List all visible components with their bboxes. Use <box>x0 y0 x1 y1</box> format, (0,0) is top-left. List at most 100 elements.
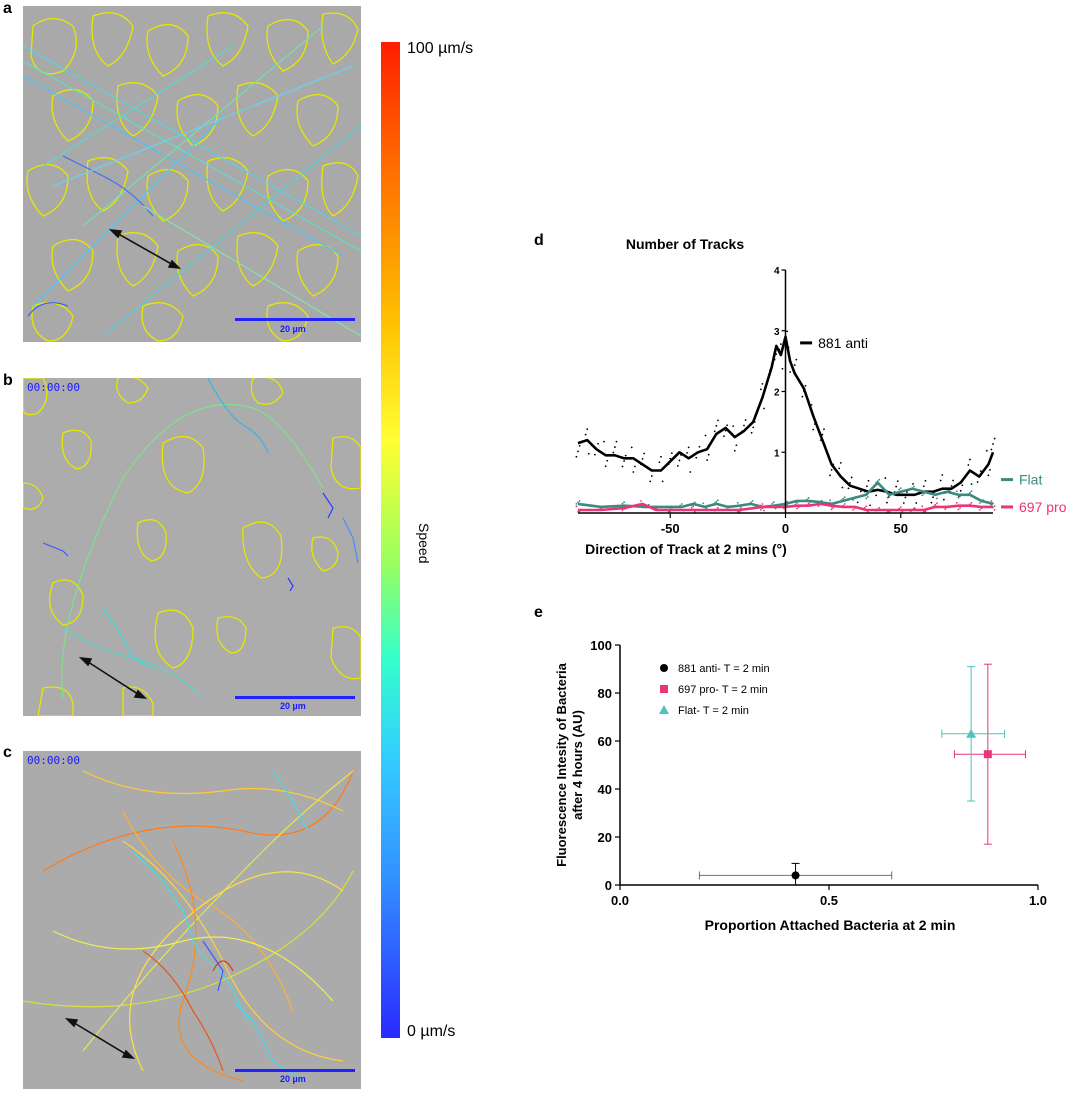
chart-d-replicate-dot <box>913 485 915 488</box>
chart-d-replicate-dot <box>578 500 581 502</box>
chart-d-replicate-dot <box>895 485 898 488</box>
scalebar-a <box>235 318 355 321</box>
chart-d-replicate-dot <box>829 474 831 477</box>
chart-d-replicate-dot <box>723 435 725 438</box>
panel-letter-b: b <box>3 372 13 389</box>
tracks-c <box>23 770 354 1082</box>
colorbar-top-label: 100 µm/s <box>407 40 474 57</box>
chart-d-replicate-dot <box>896 480 899 483</box>
scalebar-label-c: 20 µm <box>280 1074 306 1084</box>
chart-d-replicate-dot <box>801 395 804 398</box>
chart-d-replicate-dot <box>849 482 851 484</box>
pillar-outlines-a <box>26 12 359 342</box>
chart-d-replicate-dot <box>865 505 868 508</box>
chart-d-replicate-dot <box>759 388 762 391</box>
scalebar-label-a: 20 µm <box>280 324 306 334</box>
chart-d-replicate-dot <box>867 479 870 482</box>
chart-e-legend-marker <box>660 685 668 693</box>
chart-d-replicate-dot <box>899 506 902 508</box>
chart-d-replicate-dot <box>612 451 615 454</box>
chart-d-replicate-dot <box>796 507 798 510</box>
chart-d-xlabel: Direction of Track at 2 mins (°) <box>585 541 787 557</box>
chart-d-replicate-dot <box>678 459 681 462</box>
chart-d-legend-label: Flat <box>1019 472 1042 488</box>
chart-d-replicate-dot <box>830 468 833 471</box>
chart-d-replicate-dot <box>812 428 815 431</box>
chart-d-replicate-dot <box>796 502 798 504</box>
chart-d-replicate-dot <box>992 443 994 445</box>
chart-d-replicate-dot <box>743 424 745 427</box>
scalebar-c <box>235 1069 355 1072</box>
chart-d-replicate-dot <box>921 494 924 497</box>
chart-d-replicate-dot <box>839 461 842 464</box>
chart-d-replicate-dot <box>577 450 579 453</box>
chart-d-replicate-dot <box>922 493 925 495</box>
chart-d-replicate-dot <box>577 510 579 513</box>
chart-d-replicate-dot <box>976 481 979 483</box>
chart-d-replicate-dot <box>902 502 905 504</box>
chart-d-replicate-dot <box>786 330 788 333</box>
chart-d-replicate-dot <box>856 501 859 504</box>
micrograph-a: 20 µm <box>23 6 361 342</box>
chart-d-replicate-dot <box>866 485 868 488</box>
chart-d-line-1 <box>577 481 994 509</box>
chart-d-replicate-dot <box>804 384 807 387</box>
chart-d-axes: -50 0 50 1 2 3 4 <box>578 266 993 536</box>
chart-d-replicate-dot <box>606 459 609 462</box>
micrograph-b-overlay <box>23 378 361 716</box>
chart-d-y-tick-label: 2 <box>774 388 780 399</box>
chart-e-y-tick-label: 60 <box>598 734 612 749</box>
chart-d-replicate-dot <box>687 446 690 449</box>
chart-d-replicate-dot <box>717 506 719 509</box>
chart-d-replicate-dot <box>634 465 636 468</box>
chart-d-replicate-dot <box>950 485 953 487</box>
chart-e-points <box>698 663 1026 886</box>
chart-d-replicate-dot <box>763 509 765 512</box>
chart-d-replicate-dot <box>707 453 710 456</box>
chart-e-legend-marker <box>659 705 669 714</box>
chart-d-replicate-dot <box>899 487 902 489</box>
chart-d-replicate-dot <box>702 502 705 505</box>
chart-d-y-tick-label: 3 <box>774 327 780 338</box>
direction-arrow-a <box>108 228 182 270</box>
chart-d-replicate-dot <box>884 477 887 479</box>
chart-d-replicate-dot <box>817 505 820 507</box>
chart-d-replicate-dot <box>898 488 901 491</box>
chart-d-replicate-dot <box>915 502 918 504</box>
chart-d-replicate-dot <box>829 499 831 502</box>
chart-d-replicate-dot <box>924 479 927 482</box>
panel-letter-e: e <box>534 604 543 621</box>
chart-e-ylabel-line1: Fluorescence Intesity of Bacteria <box>554 662 569 867</box>
chart-e-y-tick-label: 20 <box>598 830 612 845</box>
chart-e-legend: 881 anti- T = 2 min 697 pro- T = 2 min Fla… <box>659 663 770 717</box>
chart-d-replicate-dot <box>993 437 996 440</box>
chart-d-replicate-dot <box>706 459 709 462</box>
chart-d-replicate-dot <box>698 445 701 448</box>
chart-d-replicate-dot <box>906 491 908 493</box>
chart-d-replicate-dot <box>578 444 581 447</box>
scalebar-b <box>235 696 355 699</box>
chart-d-replicate-dot <box>955 501 958 504</box>
chart-d-replicate-dot <box>732 425 735 428</box>
chart-d-replicate-dot <box>990 500 993 502</box>
chart-d-replicate-dot <box>713 430 716 433</box>
colorbar-bottom-label: 0 µm/s <box>407 1023 456 1040</box>
chart-e-ylabel-line2: after 4 hours (AU) <box>570 710 585 820</box>
chart-e-y-tick-label: 80 <box>598 686 612 701</box>
chart-d-replicate-dot <box>978 502 981 504</box>
chart-d-replicate-dot <box>704 434 707 437</box>
chart-e-xlabel: Proportion Attached Bacteria at 2 min <box>705 917 956 933</box>
chart-d-replicate-dot <box>789 371 792 373</box>
micrograph-a-overlay <box>23 12 361 342</box>
chart-d-replicate-dot <box>843 503 846 505</box>
chart-d-replicate-dot <box>993 505 996 507</box>
chart-d-replicate-dot <box>750 431 753 434</box>
chart-d-replicate-dot <box>661 480 664 483</box>
chart-d-replicate-dot <box>936 502 938 505</box>
chart-d-replicate-dot <box>670 452 673 455</box>
chart-d-replicate-dot <box>878 506 881 509</box>
micrograph-c-overlay <box>23 770 355 1082</box>
chart-d-replicate-dot <box>693 510 696 513</box>
chart-d-replicate-dot <box>686 451 688 454</box>
chart-d-replicate-dot <box>922 510 925 513</box>
